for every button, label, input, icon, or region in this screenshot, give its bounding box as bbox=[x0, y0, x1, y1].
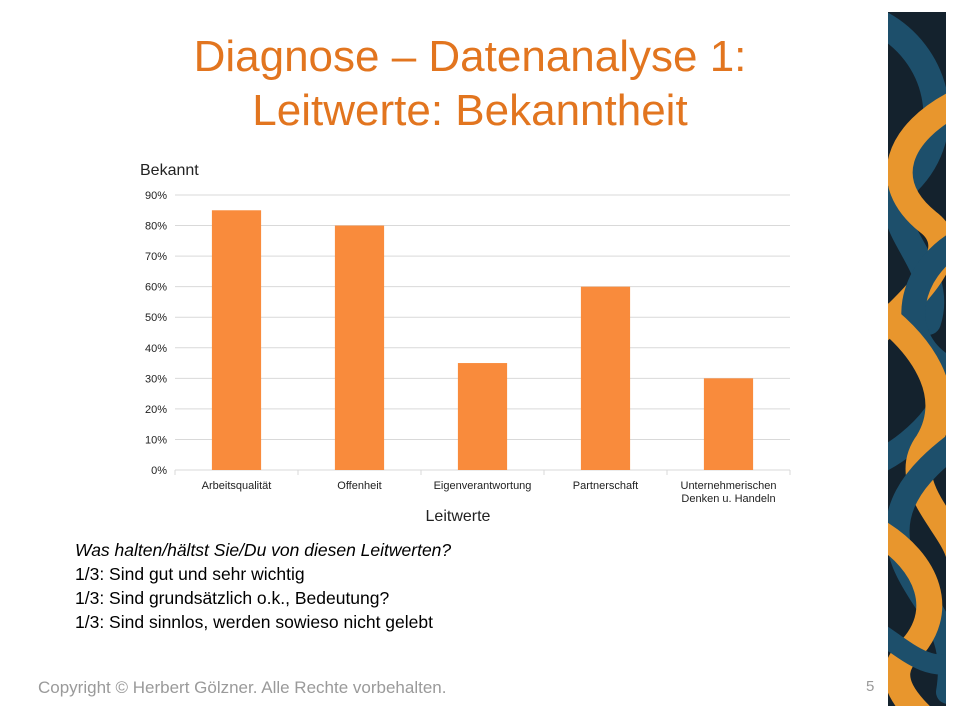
slide-title: Diagnose – Datenanalyse 1: Leitwerte: Be… bbox=[60, 30, 880, 138]
note-line-1: 1/3: Sind gut und sehr wichtig bbox=[75, 564, 305, 584]
copyright-footer: Copyright © Herbert Gölzner. Alle Rechte… bbox=[38, 678, 447, 697]
y-axis-tick-labels: 0% 10% 20% 30% 40% 50% 60% 70% 80% 90% bbox=[145, 190, 167, 477]
y-tick-label: 20% bbox=[145, 404, 167, 416]
chart-bars bbox=[211, 210, 754, 470]
y-tick-label: 90% bbox=[145, 190, 167, 202]
x-category-label: Partnerschaft bbox=[573, 480, 638, 492]
x-axis-tick-labels: Arbeitsqualität Offenheit Eigenverantwortu… bbox=[202, 480, 777, 505]
x-category-label: Eigenverantwortung bbox=[434, 480, 532, 492]
chart-title: Bekannt bbox=[140, 162, 199, 179]
bar bbox=[211, 210, 262, 470]
bar bbox=[703, 378, 754, 470]
chart-gridlines bbox=[174, 194, 791, 475]
page-number: 5 bbox=[866, 678, 875, 695]
discussion-question: Was halten/hältst Sie/Du von diesen Leit… bbox=[75, 540, 452, 560]
discussion-notes: Was halten/hältst Sie/Du von diesen Leit… bbox=[75, 538, 835, 634]
y-tick-label: 70% bbox=[145, 251, 167, 263]
x-category-label: Arbeitsqualität bbox=[202, 480, 272, 492]
bar bbox=[580, 286, 631, 470]
y-tick-label: 30% bbox=[145, 373, 167, 385]
bar bbox=[457, 363, 508, 470]
y-tick-label: 40% bbox=[145, 343, 167, 355]
note-line-2: 1/3: Sind grundsätzlich o.k., Bedeutung? bbox=[75, 588, 390, 608]
slide-title-line-2: Leitwerte: Bekanntheit bbox=[252, 86, 688, 135]
note-line-3: 1/3: Sind sinnlos, werden sowieso nicht … bbox=[75, 612, 433, 632]
bar bbox=[334, 225, 385, 470]
y-tick-label: 60% bbox=[145, 282, 167, 294]
y-tick-label: 0% bbox=[151, 465, 167, 477]
bar-chart: Bekannt 0% 10% 20% 30% 40% 50% 60% 70% 80% 90% Ar… bbox=[140, 162, 791, 525]
y-tick-label: 80% bbox=[145, 221, 167, 233]
y-tick-label: 10% bbox=[145, 434, 167, 446]
x-category-label: Unternehmerischen Denken u. Handeln bbox=[681, 480, 777, 505]
x-category-label: Offenheit bbox=[337, 480, 381, 492]
slide-title-line-1: Diagnose – Datenanalyse 1: bbox=[193, 32, 747, 81]
x-axis-title: Leitwerte bbox=[426, 508, 491, 525]
y-tick-label: 50% bbox=[145, 312, 167, 324]
ribbon-pattern-icon bbox=[888, 12, 946, 706]
